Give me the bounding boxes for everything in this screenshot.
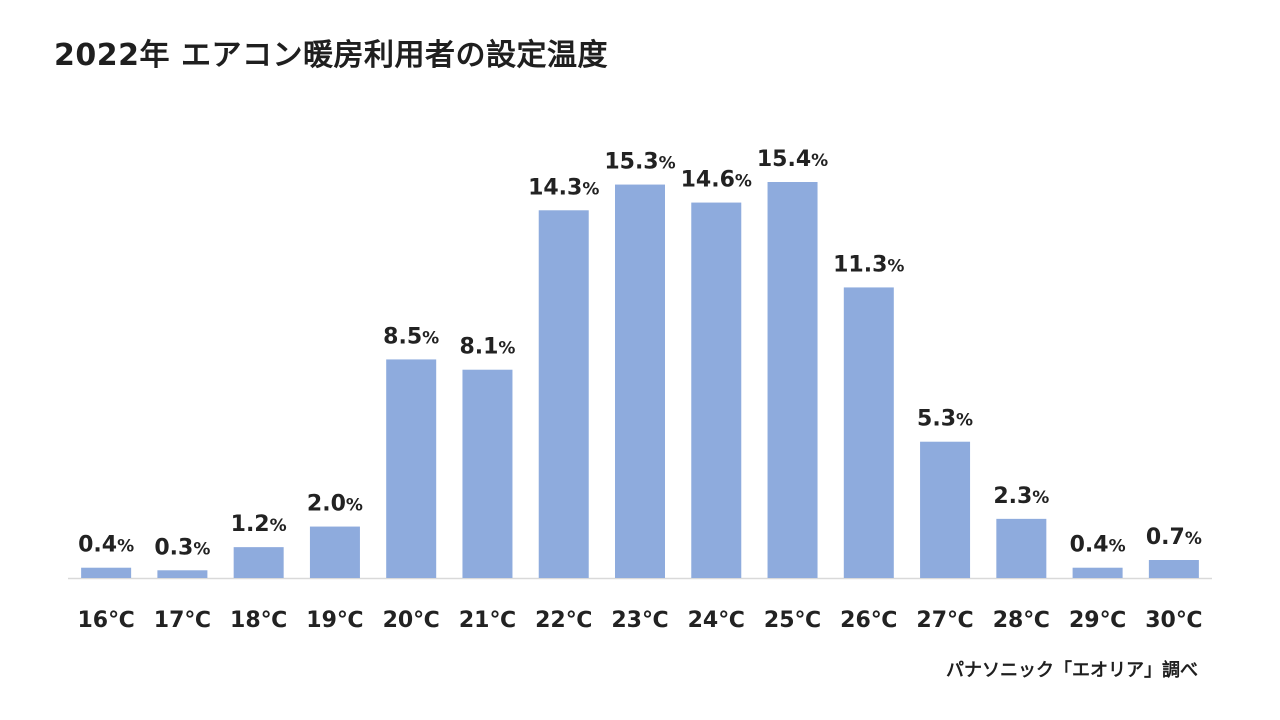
bar-3 — [309, 526, 360, 578]
bar-7 — [615, 184, 665, 579]
x-tick-label-6: 22℃ — [535, 608, 592, 633]
x-tick-label-4: 20℃ — [383, 608, 440, 633]
bar-4 — [386, 359, 437, 578]
bar-0 — [81, 567, 132, 578]
x-tick-label-8: 24℃ — [688, 608, 745, 633]
x-tick-label-12: 28℃ — [993, 608, 1050, 633]
bar-13 — [1072, 567, 1123, 578]
data-label-13: 0.4% — [1070, 533, 1126, 558]
data-label-11: 5.3% — [917, 407, 973, 432]
x-tick-label-9: 25℃ — [764, 608, 821, 633]
bar-5 — [462, 369, 513, 578]
bar-1 — [157, 570, 208, 578]
bar-12 — [996, 518, 1047, 578]
x-tick-label-2: 18℃ — [230, 608, 287, 633]
data-label-7: 15.3% — [604, 150, 675, 175]
source-note: パナソニック「エオリア」調べ — [946, 660, 1198, 681]
x-tick-label-10: 26℃ — [840, 608, 897, 633]
x-tick-label-11: 27℃ — [916, 608, 973, 633]
data-label-5: 8.1% — [459, 335, 515, 360]
bar-2 — [233, 547, 284, 578]
x-tick-label-5: 21℃ — [459, 608, 516, 633]
data-label-12: 2.3% — [993, 484, 1049, 509]
x-tick-label-3: 19℃ — [306, 608, 363, 633]
data-label-3: 2.0% — [307, 492, 363, 517]
data-label-4: 8.5% — [383, 324, 439, 349]
data-label-8: 14.6% — [681, 168, 752, 193]
x-tick-label-14: 30℃ — [1145, 608, 1202, 633]
bar-9 — [767, 182, 818, 578]
data-label-0: 0.4% — [78, 533, 134, 558]
x-tick-label-7: 23℃ — [611, 608, 668, 633]
bar-10 — [843, 287, 894, 578]
bar-14 — [1148, 560, 1199, 578]
bar-6 — [538, 210, 589, 579]
x-tick-label-0: 16℃ — [78, 608, 135, 633]
data-label-1: 0.3% — [154, 535, 210, 560]
data-label-2: 1.2% — [231, 512, 287, 537]
bar-11 — [920, 441, 971, 578]
data-label-14: 0.7% — [1146, 525, 1202, 550]
x-tick-label-1: 17℃ — [154, 608, 211, 633]
data-label-9: 15.4% — [757, 147, 828, 172]
x-tick-label-13: 29℃ — [1069, 608, 1126, 633]
chart-title: 2022年 エアコン暖房利用者の設定温度 — [54, 38, 608, 73]
data-label-10: 11.3% — [833, 252, 904, 277]
bar-8 — [691, 202, 742, 579]
data-label-6: 14.3% — [528, 175, 599, 200]
